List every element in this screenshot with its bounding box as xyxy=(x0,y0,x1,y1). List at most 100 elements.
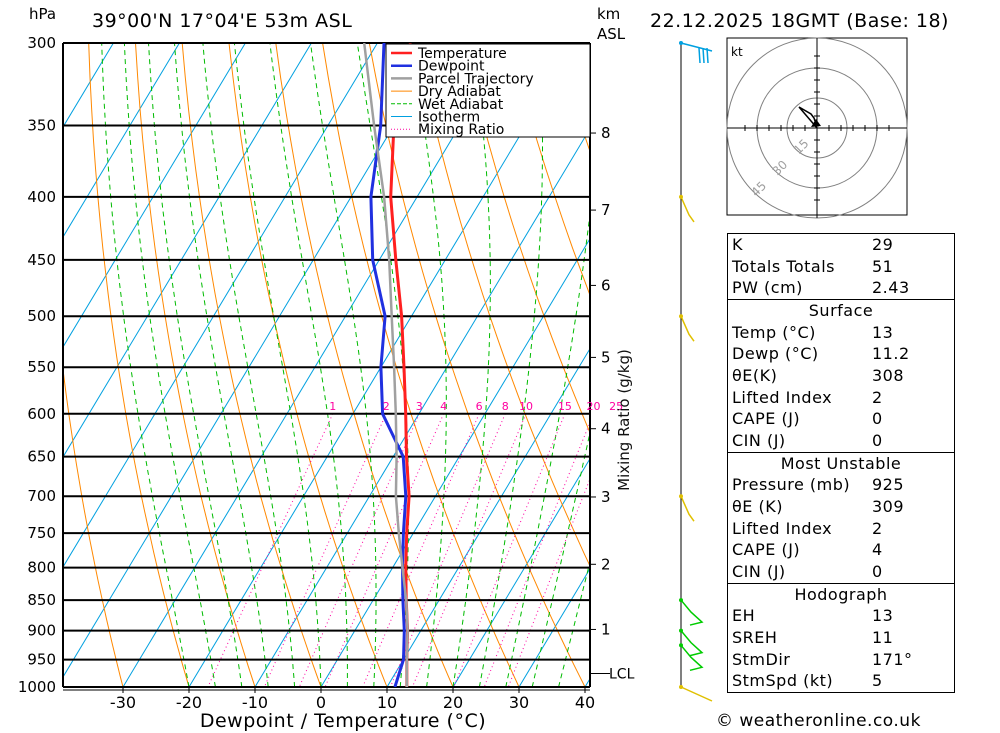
index-value: 11.2 xyxy=(872,344,910,364)
barb-flag xyxy=(702,47,705,64)
index-row: PW (cm) 2.43 xyxy=(728,277,954,299)
mixing-ratio-label: 10 xyxy=(519,400,533,413)
index-label: CIN (J) xyxy=(732,562,786,582)
mixing-ratio-label: 6 xyxy=(476,400,483,413)
index-row: StmSpd (kt) 5 xyxy=(728,670,954,692)
copyright-text: © weatheronline.co.uk xyxy=(716,711,921,731)
barb-flag xyxy=(698,47,701,64)
profile-series xyxy=(362,43,412,687)
wet-adiabat-line xyxy=(174,43,269,687)
index-label: SREH xyxy=(732,628,778,648)
pressure-tick-label: 1000 xyxy=(18,678,56,696)
pressure-tick-label: 750 xyxy=(27,524,56,542)
legend-label: Isotherm xyxy=(418,110,480,126)
datetime-title: 22.12.2025 18GMT (Base: 18) xyxy=(650,10,949,32)
dry-adiabat-line xyxy=(509,43,590,297)
wind-barb xyxy=(679,194,695,223)
index-row: Lifted Index 2 xyxy=(728,518,954,540)
index-value: 0 xyxy=(872,431,883,451)
index-value: 2.43 xyxy=(872,278,910,298)
index-row: θE (K) 309 xyxy=(728,496,954,518)
temp-tick-label: -20 xyxy=(176,693,202,712)
most-unstable-title: Most Unstable xyxy=(780,453,902,473)
index-label: θE (K) xyxy=(732,497,783,517)
mixing-ratio-line xyxy=(507,477,590,687)
index-row: Dewp (°C) 11.2 xyxy=(728,343,954,365)
pressure-tick-label: 850 xyxy=(27,591,56,609)
dry-adiabat-line xyxy=(228,43,388,687)
mixing-ratio-label: 20 xyxy=(586,400,600,413)
wet-adiabat-line xyxy=(356,43,410,687)
isotherm-line xyxy=(386,347,590,687)
wind-barb xyxy=(679,494,695,522)
dry-adiabat-line xyxy=(462,43,590,434)
parcel-trajectory-line xyxy=(362,43,409,687)
isotherm-line xyxy=(122,43,510,687)
index-row: Pressure (mb) 925 xyxy=(728,474,954,496)
index-row: EH 13 xyxy=(728,605,954,627)
index-label: EH xyxy=(732,606,756,626)
index-row: Totals Totals 51 xyxy=(728,256,954,278)
mixing-ratio-axis-title: Mixing Ratio (g/kg) xyxy=(615,349,633,491)
index-label: CAPE (J) xyxy=(732,409,801,429)
mixing-ratio-line xyxy=(263,413,387,687)
wind-barb xyxy=(679,628,704,657)
index-row: θE(K) 308 xyxy=(728,365,954,387)
indices-top-section: K 29 Totals Totals 51 PW (cm) 2.43 xyxy=(728,234,954,301)
km-tick-label: 2 xyxy=(601,555,611,573)
pressure-tick-label: 550 xyxy=(27,358,56,376)
index-value: 51 xyxy=(872,256,894,276)
isotherm-line xyxy=(254,127,590,687)
index-value: 29 xyxy=(872,235,894,254)
km-tick-label: 5 xyxy=(601,348,611,366)
index-row: CAPE (J) 0 xyxy=(728,408,954,430)
index-label: Lifted Index xyxy=(732,387,833,407)
index-value: 2 xyxy=(872,387,883,407)
mixing-ratio-line xyxy=(207,413,334,687)
km-tick-label: 7 xyxy=(601,201,611,219)
legend-label: Dry Adiabat xyxy=(418,84,501,100)
isotherm-line xyxy=(63,43,444,678)
index-row: SREH 11 xyxy=(728,627,954,649)
isotherm-line xyxy=(63,43,378,568)
index-label: Pressure (mb) xyxy=(732,475,851,495)
km-unit-label: km xyxy=(597,5,620,23)
barb-shaft xyxy=(680,686,713,702)
index-label: θE(K) xyxy=(732,366,778,386)
wind-barb xyxy=(679,314,695,342)
isotherm-line xyxy=(320,237,590,687)
pressure-tick-label: 650 xyxy=(27,448,56,466)
barb-shaft xyxy=(680,315,695,342)
mixing-ratio-label: 2 xyxy=(383,400,390,413)
index-value: 2 xyxy=(872,518,883,538)
index-label: CAPE (J) xyxy=(732,540,801,560)
wet-adiabat-line xyxy=(269,43,348,687)
index-label: Lifted Index xyxy=(732,518,833,538)
index-label: Dewp (°C) xyxy=(732,344,819,364)
mixing-ratio-label: 25 xyxy=(609,400,623,413)
index-label: StmDir xyxy=(732,649,791,669)
barb-shaft xyxy=(680,644,704,672)
index-value: 308 xyxy=(872,366,905,386)
legend-label: Dewpoint xyxy=(418,59,485,75)
hodograph-unit-label: kt xyxy=(731,45,743,59)
index-label: CIN (J) xyxy=(732,431,786,451)
index-value: 5 xyxy=(872,671,883,691)
index-label: StmSpd (kt) xyxy=(732,671,834,691)
surface-title: Surface xyxy=(808,301,874,321)
temp-tick-label: 40 xyxy=(575,693,595,712)
mixing-ratio-label: 4 xyxy=(440,400,447,413)
axis-labels: 1 2 3 4 6 8 10 15 20 2530035040045050055060065070… xyxy=(18,34,635,712)
index-row: CIN (J) 0 xyxy=(728,430,954,452)
index-value: 309 xyxy=(872,497,905,517)
index-label: K xyxy=(732,235,743,254)
pressure-tick-label: 800 xyxy=(27,559,56,577)
hodograph-title: Hodograph xyxy=(794,584,888,604)
isotherm-line xyxy=(518,567,590,687)
barb-shaft xyxy=(680,495,695,522)
temp-tick-label: 10 xyxy=(377,693,397,712)
wind-barb xyxy=(679,41,713,64)
km-tick-label: 6 xyxy=(601,276,611,294)
legend-label: Wet Adiabat xyxy=(418,97,504,113)
